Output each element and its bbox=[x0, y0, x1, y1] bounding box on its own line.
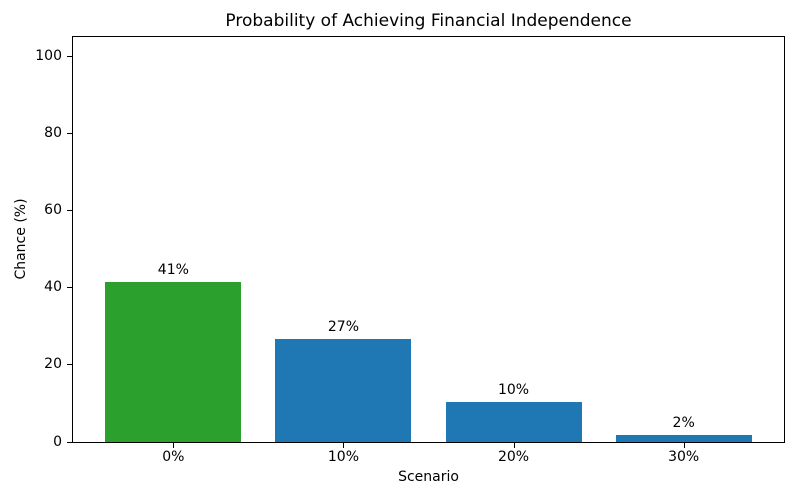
y-tick-mark bbox=[67, 441, 72, 443]
bar bbox=[275, 338, 412, 442]
x-tick-mark bbox=[683, 443, 685, 448]
bar-value-label: 10% bbox=[497, 381, 530, 398]
y-tick-label: 0 bbox=[53, 433, 62, 450]
y-tick-label: 80 bbox=[44, 124, 62, 141]
bar-value-label: 41% bbox=[157, 261, 189, 278]
x-tick-label: 0% bbox=[162, 449, 185, 465]
bar bbox=[445, 401, 582, 442]
y-tick-mark bbox=[67, 364, 72, 366]
bar-value-label: 2% bbox=[672, 415, 695, 432]
y-tick-label: 20 bbox=[44, 356, 62, 373]
x-tick-mark bbox=[173, 443, 175, 448]
x-axis-label: Scenario bbox=[398, 469, 459, 485]
x-tick-label: 10% bbox=[327, 449, 359, 465]
y-tick-mark bbox=[67, 132, 72, 134]
bar bbox=[615, 435, 752, 442]
y-tick-label: 100 bbox=[35, 47, 62, 64]
y-tick-mark bbox=[67, 55, 72, 57]
x-tick-label: 20% bbox=[497, 449, 530, 465]
y-tick-label: 60 bbox=[44, 202, 62, 219]
bar-value-label: 27% bbox=[327, 318, 359, 335]
chart-title: Probability of Achieving Financial Indep… bbox=[225, 11, 632, 31]
y-tick-mark bbox=[67, 287, 72, 289]
bar bbox=[105, 281, 242, 442]
x-tick-mark bbox=[343, 443, 345, 448]
x-tick-label: 30% bbox=[668, 449, 700, 465]
x-tick-mark bbox=[513, 443, 515, 448]
y-tick-mark bbox=[67, 210, 72, 212]
y-tick-label: 40 bbox=[44, 279, 62, 296]
